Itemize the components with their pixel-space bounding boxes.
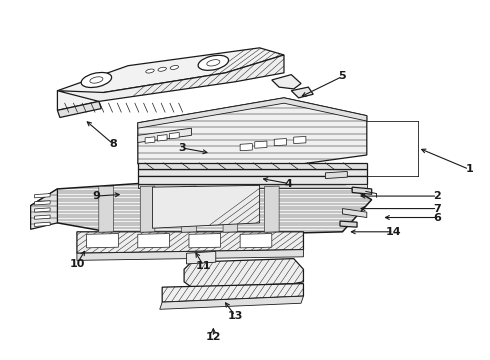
- Polygon shape: [223, 186, 238, 232]
- Polygon shape: [87, 234, 118, 248]
- Ellipse shape: [170, 66, 178, 69]
- Text: 1: 1: [465, 164, 473, 174]
- Polygon shape: [240, 234, 272, 248]
- Polygon shape: [138, 234, 170, 248]
- Polygon shape: [138, 98, 367, 166]
- Polygon shape: [34, 215, 50, 219]
- Polygon shape: [77, 249, 303, 260]
- Polygon shape: [187, 251, 216, 264]
- Polygon shape: [138, 169, 367, 176]
- Polygon shape: [343, 208, 367, 217]
- Text: 7: 7: [434, 203, 441, 213]
- Polygon shape: [34, 222, 50, 226]
- Text: 11: 11: [196, 261, 211, 271]
- Polygon shape: [30, 189, 57, 229]
- Text: 6: 6: [434, 212, 441, 222]
- Polygon shape: [182, 186, 196, 232]
- Polygon shape: [294, 136, 306, 144]
- Polygon shape: [57, 48, 284, 111]
- Polygon shape: [152, 185, 260, 228]
- Text: 4: 4: [285, 179, 293, 189]
- Polygon shape: [157, 135, 167, 141]
- Polygon shape: [265, 186, 279, 232]
- Text: 12: 12: [206, 332, 221, 342]
- Polygon shape: [99, 186, 114, 232]
- Text: 14: 14: [386, 227, 401, 237]
- Polygon shape: [77, 232, 303, 253]
- Polygon shape: [189, 234, 220, 248]
- Polygon shape: [170, 132, 179, 139]
- Polygon shape: [138, 163, 367, 169]
- Polygon shape: [145, 137, 155, 143]
- Text: 5: 5: [339, 71, 346, 81]
- Text: 2: 2: [434, 191, 441, 201]
- Polygon shape: [138, 128, 192, 143]
- Polygon shape: [162, 284, 303, 302]
- Polygon shape: [138, 184, 367, 188]
- Polygon shape: [255, 141, 267, 148]
- Polygon shape: [274, 139, 287, 146]
- Polygon shape: [325, 171, 347, 179]
- Ellipse shape: [146, 69, 154, 73]
- Polygon shape: [138, 98, 367, 128]
- Text: 10: 10: [69, 259, 85, 269]
- Polygon shape: [30, 184, 372, 237]
- Polygon shape: [160, 296, 303, 309]
- Ellipse shape: [198, 55, 228, 70]
- Polygon shape: [352, 187, 372, 194]
- Polygon shape: [57, 102, 101, 117]
- Polygon shape: [34, 208, 50, 212]
- Polygon shape: [291, 87, 313, 98]
- Text: 8: 8: [110, 139, 117, 149]
- Polygon shape: [34, 194, 50, 198]
- Ellipse shape: [81, 72, 112, 87]
- Polygon shape: [34, 201, 50, 205]
- Polygon shape: [340, 221, 357, 227]
- Text: 9: 9: [93, 191, 100, 201]
- Text: 3: 3: [178, 143, 186, 153]
- Text: 13: 13: [227, 311, 243, 321]
- Ellipse shape: [158, 67, 167, 71]
- Polygon shape: [140, 186, 155, 232]
- Polygon shape: [240, 144, 252, 151]
- Polygon shape: [272, 75, 301, 89]
- Polygon shape: [184, 258, 303, 287]
- Polygon shape: [57, 55, 284, 102]
- Polygon shape: [138, 176, 367, 184]
